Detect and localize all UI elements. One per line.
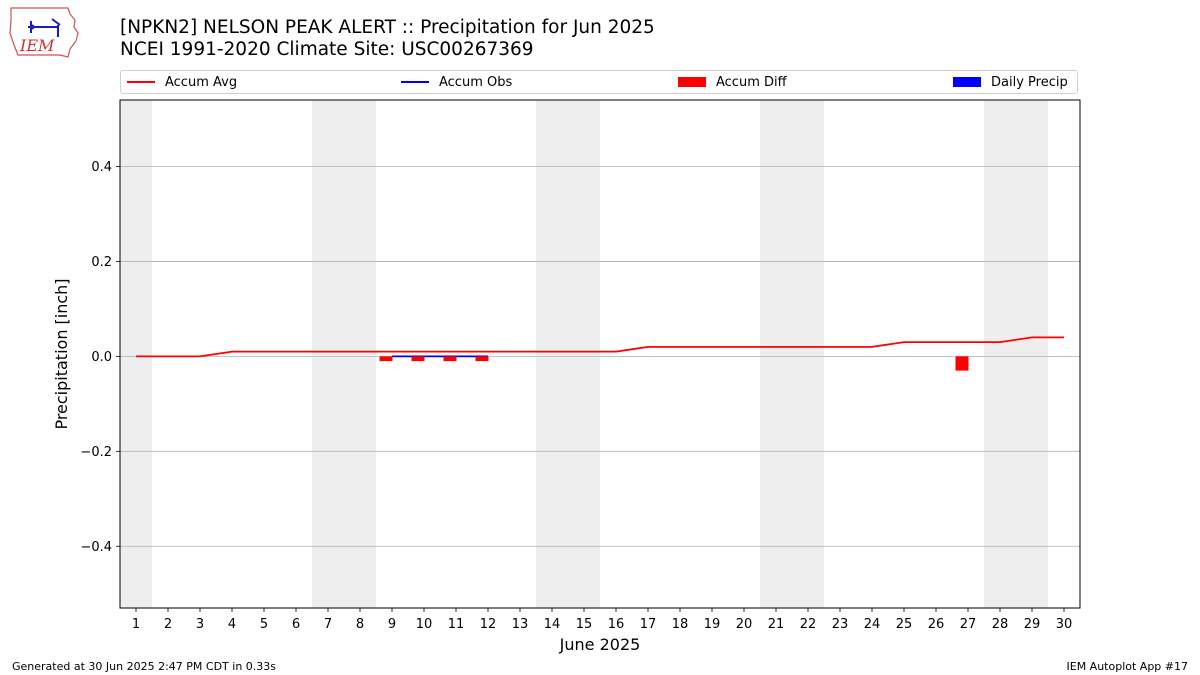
x-tick-label: 9	[388, 617, 396, 632]
x-tick-label: 18	[672, 617, 689, 632]
x-tick-label: 20	[736, 617, 753, 632]
x-tick-label: 8	[356, 617, 364, 632]
x-tick-label: 10	[416, 617, 433, 632]
legend-item-accum-obs: Accum Obs	[401, 71, 512, 93]
x-tick-label: 22	[800, 617, 817, 632]
x-tick-label: 24	[864, 617, 881, 632]
legend-swatch-accum-diff	[678, 77, 706, 87]
x-tick-label: 26	[928, 617, 945, 632]
precipitation-chart: 0.40.20.0−0.2−0.41 2 3 4 5 6 7 8 9 10 11 12 13 14 15 16…	[52, 99, 1081, 654]
x-tick-label: 29	[1024, 617, 1041, 632]
x-tick-label: 25	[896, 617, 913, 632]
legend-label-accum-avg: Accum Avg	[165, 74, 238, 90]
chart-legend: Accum Avg Accum Obs Accum Diff Daily Pre…	[120, 70, 1078, 94]
x-tick-label: 17	[640, 617, 657, 632]
x-tick-label: 28	[992, 617, 1009, 632]
legend-item-accum-avg: Accum Avg	[127, 71, 237, 93]
x-tick-label: 15	[576, 617, 593, 632]
iowa-state-outline	[9, 7, 79, 58]
legend-swatch-accum-obs	[401, 81, 429, 83]
accum-avg-line	[136, 336, 1064, 358]
weekend-band-22	[792, 100, 824, 608]
generated-timestamp: Generated at 30 Jun 2025 2:47 PM CDT in …	[12, 660, 277, 673]
app-id: IEM Autoplot App #17	[1066, 660, 1189, 673]
plot-frame	[119, 99, 1081, 609]
accum-diff-bar	[411, 356, 425, 362]
x-tick-label: 11	[448, 617, 465, 632]
x-tick-label: 3	[196, 617, 204, 632]
y-axis-label: Precipitation [inch]	[52, 278, 71, 429]
weekend-band-28	[984, 100, 1016, 608]
x-tick-label: 14	[544, 617, 561, 632]
svg-text:IEM: IEM	[19, 36, 55, 55]
legend-label-accum-diff: Accum Diff	[716, 74, 787, 90]
x-tick-label: 13	[512, 617, 529, 632]
legend-swatch-daily-precip	[953, 77, 981, 87]
x-tick-label: 4	[228, 617, 236, 632]
weekend-band-15	[568, 100, 600, 608]
weekend-band-21	[760, 100, 792, 608]
x-tick-label: 5	[260, 617, 268, 632]
x-tick-label: 21	[768, 617, 785, 632]
legend-item-accum-diff: Accum Diff	[678, 71, 787, 93]
weekend-band-29	[1016, 100, 1048, 608]
x-tick-label: 23	[832, 617, 849, 632]
x-tick-label: 12	[480, 617, 497, 632]
legend-label-accum-obs: Accum Obs	[439, 74, 513, 90]
x-tick-label: 19	[704, 617, 721, 632]
legend-item-daily-precip: Daily Precip	[953, 71, 1068, 93]
weekend-band-8	[344, 100, 376, 608]
x-tick-label: 30	[1056, 617, 1073, 632]
y-tick-label: −0.4	[80, 540, 112, 555]
y-tick-label: 0.4	[91, 160, 112, 175]
accum-diff-bar	[379, 356, 393, 362]
weekend-band-14	[536, 100, 568, 608]
accum-diff-bar	[955, 356, 969, 371]
y-tick-label: 0.0	[91, 350, 112, 365]
chart-title: [NPKN2] NELSON PEAK ALERT :: Precipitati…	[120, 17, 655, 38]
chart-subtitle: NCEI 1991-2020 Climate Site: USC00267369	[120, 39, 534, 60]
x-tick-label: 2	[164, 617, 172, 632]
weekend-band-1	[120, 100, 152, 608]
x-tick-label: 16	[608, 617, 625, 632]
x-axis-label: June 2025	[559, 635, 641, 654]
y-tick-label: 0.2	[91, 255, 112, 270]
legend-swatch-accum-avg	[127, 81, 155, 83]
accum-diff-bar	[475, 356, 489, 362]
x-tick-label: 1	[132, 617, 140, 632]
x-tick-label: 27	[960, 617, 977, 632]
x-tick-label: 6	[292, 617, 300, 632]
legend-label-daily-precip: Daily Precip	[991, 74, 1068, 90]
weekend-band-7	[312, 100, 344, 608]
y-tick-label: −0.2	[80, 445, 112, 460]
x-tick-label: 7	[324, 617, 332, 632]
accum-diff-bar	[443, 356, 457, 362]
iem-logo: IEM	[9, 7, 79, 58]
